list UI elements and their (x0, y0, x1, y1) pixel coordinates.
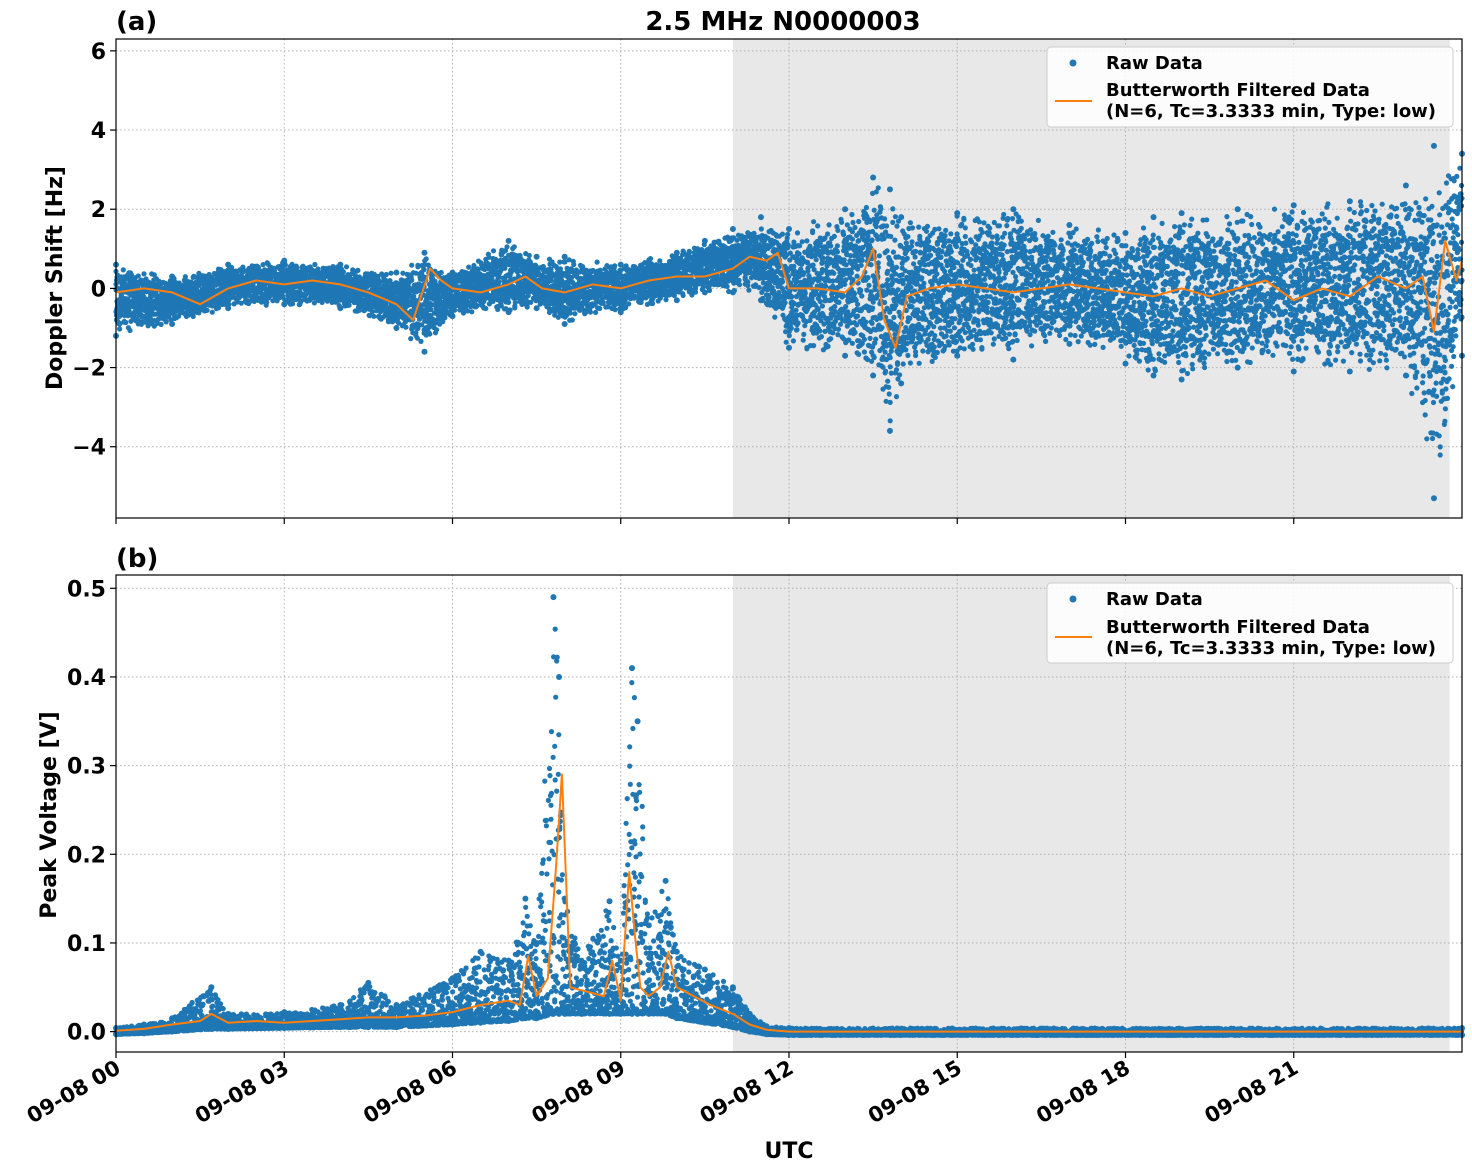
raw-data-point (190, 313, 196, 319)
raw-data-point (593, 309, 599, 315)
raw-data-point (312, 261, 318, 268)
raw-data-point (127, 327, 133, 334)
panel-a-label: (a) (116, 7, 157, 37)
raw-data-point (587, 309, 594, 315)
raw-data-point (340, 269, 346, 275)
raw-data-point (409, 262, 415, 268)
raw-data-point (571, 261, 577, 268)
raw-data-point (525, 293, 531, 299)
raw-data-point (141, 271, 147, 277)
raw-data-point (572, 311, 578, 317)
raw-data-point (427, 331, 433, 337)
chart-title: 2.5 MHz N0000003 (645, 7, 920, 37)
raw-data-point (120, 267, 126, 273)
raw-data-point (423, 256, 429, 262)
raw-data-point (343, 264, 350, 270)
raw-data-point (594, 259, 600, 265)
raw-data-point (355, 267, 361, 273)
raw-data-point (158, 321, 164, 327)
panel-a-ylabel: Doppler Shift [Hz] (43, 166, 68, 390)
raw-data-point (170, 297, 176, 303)
raw-data-point (512, 305, 518, 311)
raw-data-point (466, 264, 472, 270)
raw-data-point (117, 326, 123, 332)
raw-data-point (600, 299, 606, 306)
raw-data-point (724, 283, 730, 289)
raw-data-point (117, 321, 123, 327)
raw-data-point (135, 273, 141, 279)
raw-data-point (346, 302, 352, 308)
raw-data-point (128, 272, 135, 278)
raw-data-point (680, 292, 686, 298)
raw-data-point (151, 272, 157, 278)
raw-data-point (506, 299, 512, 305)
raw-data-point (434, 327, 440, 333)
raw-data-point (409, 277, 415, 283)
raw-data-point (567, 310, 573, 316)
raw-data-point (692, 289, 699, 295)
raw-data-point (123, 319, 129, 326)
raw-data-point (569, 317, 575, 323)
raw-data-point (756, 284, 762, 291)
raw-data-point (686, 248, 692, 254)
raw-data-point (612, 263, 618, 269)
raw-data-point (483, 305, 489, 312)
raw-data-point (388, 270, 394, 276)
raw-data-point (182, 274, 188, 280)
raw-data-point (524, 304, 530, 310)
raw-data-point (496, 279, 502, 285)
raw-data-point (204, 307, 210, 313)
raw-data-point (408, 336, 414, 342)
raw-data-point (469, 309, 475, 315)
raw-data-point (209, 309, 215, 315)
raw-data-point (649, 300, 656, 307)
raw-data-point (511, 244, 517, 250)
raw-data-point (371, 313, 377, 319)
raw-data-point (403, 324, 409, 330)
raw-data-point (438, 269, 444, 276)
raw-data-point (626, 301, 632, 307)
raw-data-point (745, 279, 751, 285)
raw-data-point (647, 256, 654, 262)
raw-data-point (383, 271, 389, 278)
raw-data-point (736, 282, 743, 288)
raw-data-point (418, 338, 424, 344)
raw-data-point (612, 307, 618, 313)
raw-data-point (526, 252, 532, 259)
raw-data-point (504, 244, 510, 250)
raw-data-point (163, 319, 169, 325)
raw-data-point (490, 248, 497, 254)
raw-data-point (512, 300, 518, 306)
raw-data-point (126, 307, 132, 313)
raw-data-point (597, 305, 603, 312)
raw-data-point (746, 287, 752, 293)
raw-data-point (421, 266, 427, 273)
